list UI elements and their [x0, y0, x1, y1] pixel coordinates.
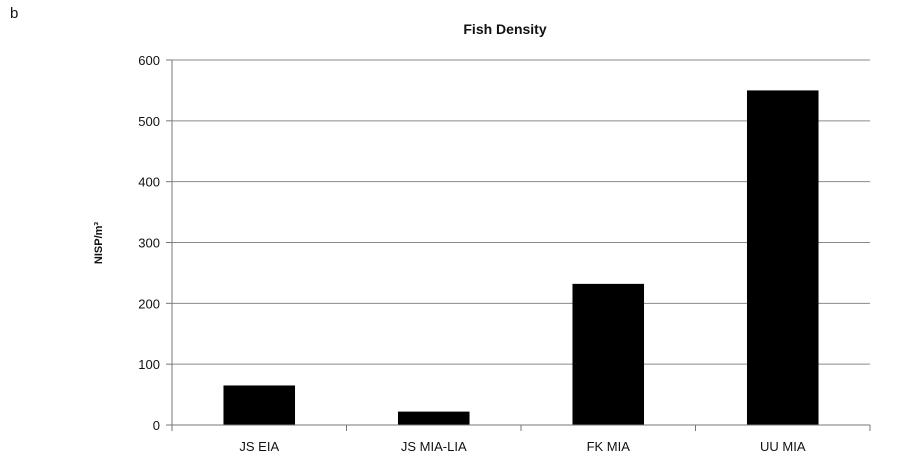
axes: [166, 59, 871, 431]
y-tick-label: 400: [138, 175, 160, 190]
y-tick-label: 100: [138, 357, 160, 372]
y-tick-label: 500: [138, 114, 160, 129]
y-tick-label: 200: [138, 296, 160, 311]
x-tick-label: JS MIA-LIA: [401, 439, 467, 454]
bar-js-mia-lia: [397, 411, 470, 425]
y-tick-label: 0: [153, 418, 160, 433]
x-tick-label: FK MIA: [587, 439, 631, 454]
y-tick-label: 300: [138, 236, 160, 251]
chart-title: Fish Density: [463, 21, 546, 37]
bars: [223, 90, 819, 426]
x-tick-label: JS EIA: [239, 439, 279, 454]
bar-uu-mia: [746, 90, 819, 426]
panel-label: b: [10, 5, 18, 22]
y-tick-labels: 0 100 200 300 400 500 600: [138, 53, 160, 433]
y-axis-label: NISP/m³: [93, 222, 105, 265]
bar-fk-mia: [572, 283, 645, 425]
bar-js-eia: [223, 385, 296, 425]
y-tick-label: 600: [138, 53, 160, 68]
x-tick-labels: JS EIA JS MIA-LIA FK MIA UU MIA: [239, 439, 805, 454]
x-tick-label: UU MIA: [760, 439, 806, 454]
